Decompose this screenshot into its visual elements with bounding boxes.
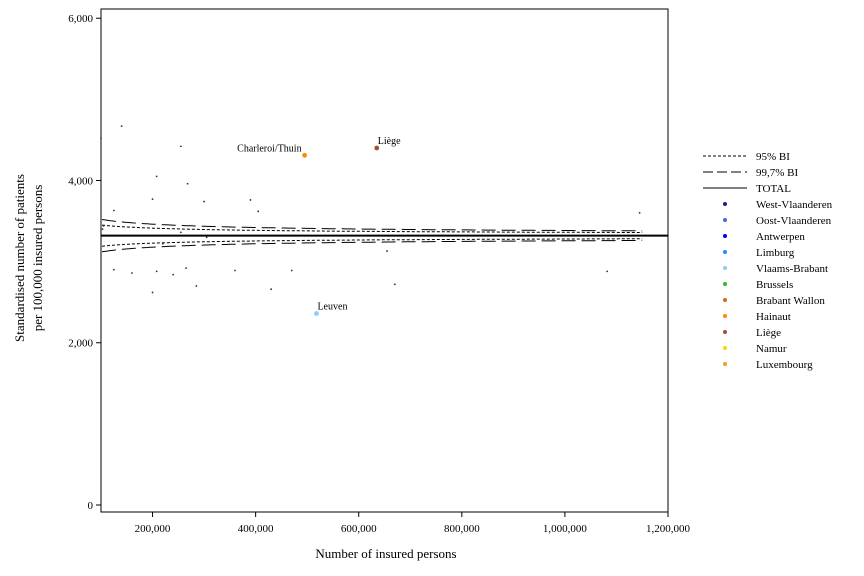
- limit-curve-997-lower: [101, 239, 643, 253]
- y-axis-label: Standardised number of patients: [12, 174, 27, 342]
- data-point: [606, 270, 609, 273]
- legend-marker: [723, 314, 727, 318]
- y-axis-label-line-1: Standardised number of patients: [12, 174, 27, 342]
- legend-label: Vlaams-Brabant: [756, 263, 828, 275]
- limit-curve-95-upper: [101, 224, 643, 233]
- data-point: [100, 137, 102, 140]
- x-tick-label: 1,200,000: [646, 523, 691, 535]
- legend-label: Namur: [756, 343, 787, 355]
- legend-label: 99,7% BI: [756, 167, 799, 179]
- data-point: [203, 200, 205, 203]
- data-point: [185, 267, 187, 270]
- data-point: [234, 269, 236, 272]
- legend-marker: [723, 346, 727, 350]
- y-axis-label-2: per 100,000 insured persons: [30, 185, 45, 332]
- data-point: [393, 283, 396, 286]
- y-axis-label-line-2: per 100,000 insured persons: [30, 185, 45, 332]
- limit-curves: [101, 219, 643, 253]
- x-tick-label: 200,000: [135, 523, 171, 535]
- x-axis-label: Number of insured persons: [315, 546, 456, 561]
- limit-curve-997-upper: [101, 219, 643, 232]
- legend-marker: [723, 298, 727, 302]
- data-point: [131, 272, 133, 274]
- y-tick-label: 6,000: [68, 13, 93, 25]
- point-labels: Charleroi/Thuin Liège Leuven: [237, 136, 401, 313]
- data-points: [100, 125, 641, 316]
- data-point: [112, 209, 115, 212]
- data-point: [638, 212, 641, 214]
- legend-label: Antwerpen: [756, 231, 805, 243]
- data-point: [101, 228, 104, 231]
- y-axis: 0 2,000 4,000 6,000: [68, 13, 101, 512]
- legend-label: Hainaut: [756, 311, 791, 323]
- limit-curve-95-lower: [101, 238, 643, 247]
- legend: 95% BI 99,7% BI TOTAL West-Vlaanderen Oost-V…: [703, 151, 833, 371]
- data-point: [102, 225, 105, 227]
- data-point: [151, 198, 154, 201]
- data-point: [112, 268, 115, 271]
- legend-marker: [723, 362, 727, 366]
- plot-frame: [100, 8, 669, 513]
- x-tick-label: 400,000: [238, 523, 274, 535]
- legend-label: Brabant Wallon: [756, 295, 825, 307]
- legend-label: Liège: [756, 327, 781, 339]
- x-tick-label: 1,000,000: [543, 523, 588, 535]
- data-point: [270, 288, 272, 291]
- legend-label: West-Vlaanderen: [756, 199, 833, 211]
- data-point: [257, 210, 260, 213]
- y-tick-label: 4,000: [68, 175, 93, 187]
- legend-marker: [723, 282, 727, 286]
- legend-marker: [723, 202, 727, 206]
- legend-label: Brussels: [756, 279, 793, 291]
- legend-marker: [723, 234, 727, 238]
- legend-marker: [723, 330, 727, 334]
- data-point: [195, 285, 198, 287]
- data-point: [374, 145, 380, 151]
- point-label: Liège: [378, 136, 401, 147]
- point-label: Charleroi/Thuin: [237, 143, 301, 154]
- point-label: Leuven: [317, 302, 347, 313]
- data-point: [386, 250, 388, 252]
- data-point: [151, 291, 154, 294]
- legend-marker: [723, 266, 727, 270]
- data-point: [314, 311, 319, 316]
- data-point: [120, 125, 123, 128]
- y-tick-label: 0: [88, 500, 94, 512]
- data-point: [249, 199, 252, 201]
- data-point: [172, 273, 175, 276]
- data-point: [155, 175, 158, 178]
- data-point: [179, 145, 182, 148]
- legend-label: Luxembourg: [756, 359, 813, 371]
- y-tick-label: 2,000: [68, 338, 93, 350]
- legend-label: Oost-Vlaanderen: [756, 215, 832, 227]
- legend-label: 95% BI: [756, 151, 790, 163]
- x-axis: 200,000 400,000 600,000 800,000 1,000,000 1,2…: [135, 512, 691, 535]
- legend-marker: [723, 218, 727, 222]
- data-point: [161, 242, 164, 245]
- data-point: [155, 270, 158, 273]
- data-point: [290, 269, 293, 272]
- legend-marker: [723, 250, 727, 254]
- data-point: [179, 231, 182, 234]
- data-point: [186, 182, 189, 185]
- x-tick-label: 800,000: [444, 523, 480, 535]
- legend-label: Limburg: [756, 247, 795, 259]
- data-point: [205, 236, 208, 239]
- x-tick-label: 600,000: [341, 523, 377, 535]
- data-point: [302, 152, 308, 158]
- legend-label: TOTAL: [756, 183, 791, 195]
